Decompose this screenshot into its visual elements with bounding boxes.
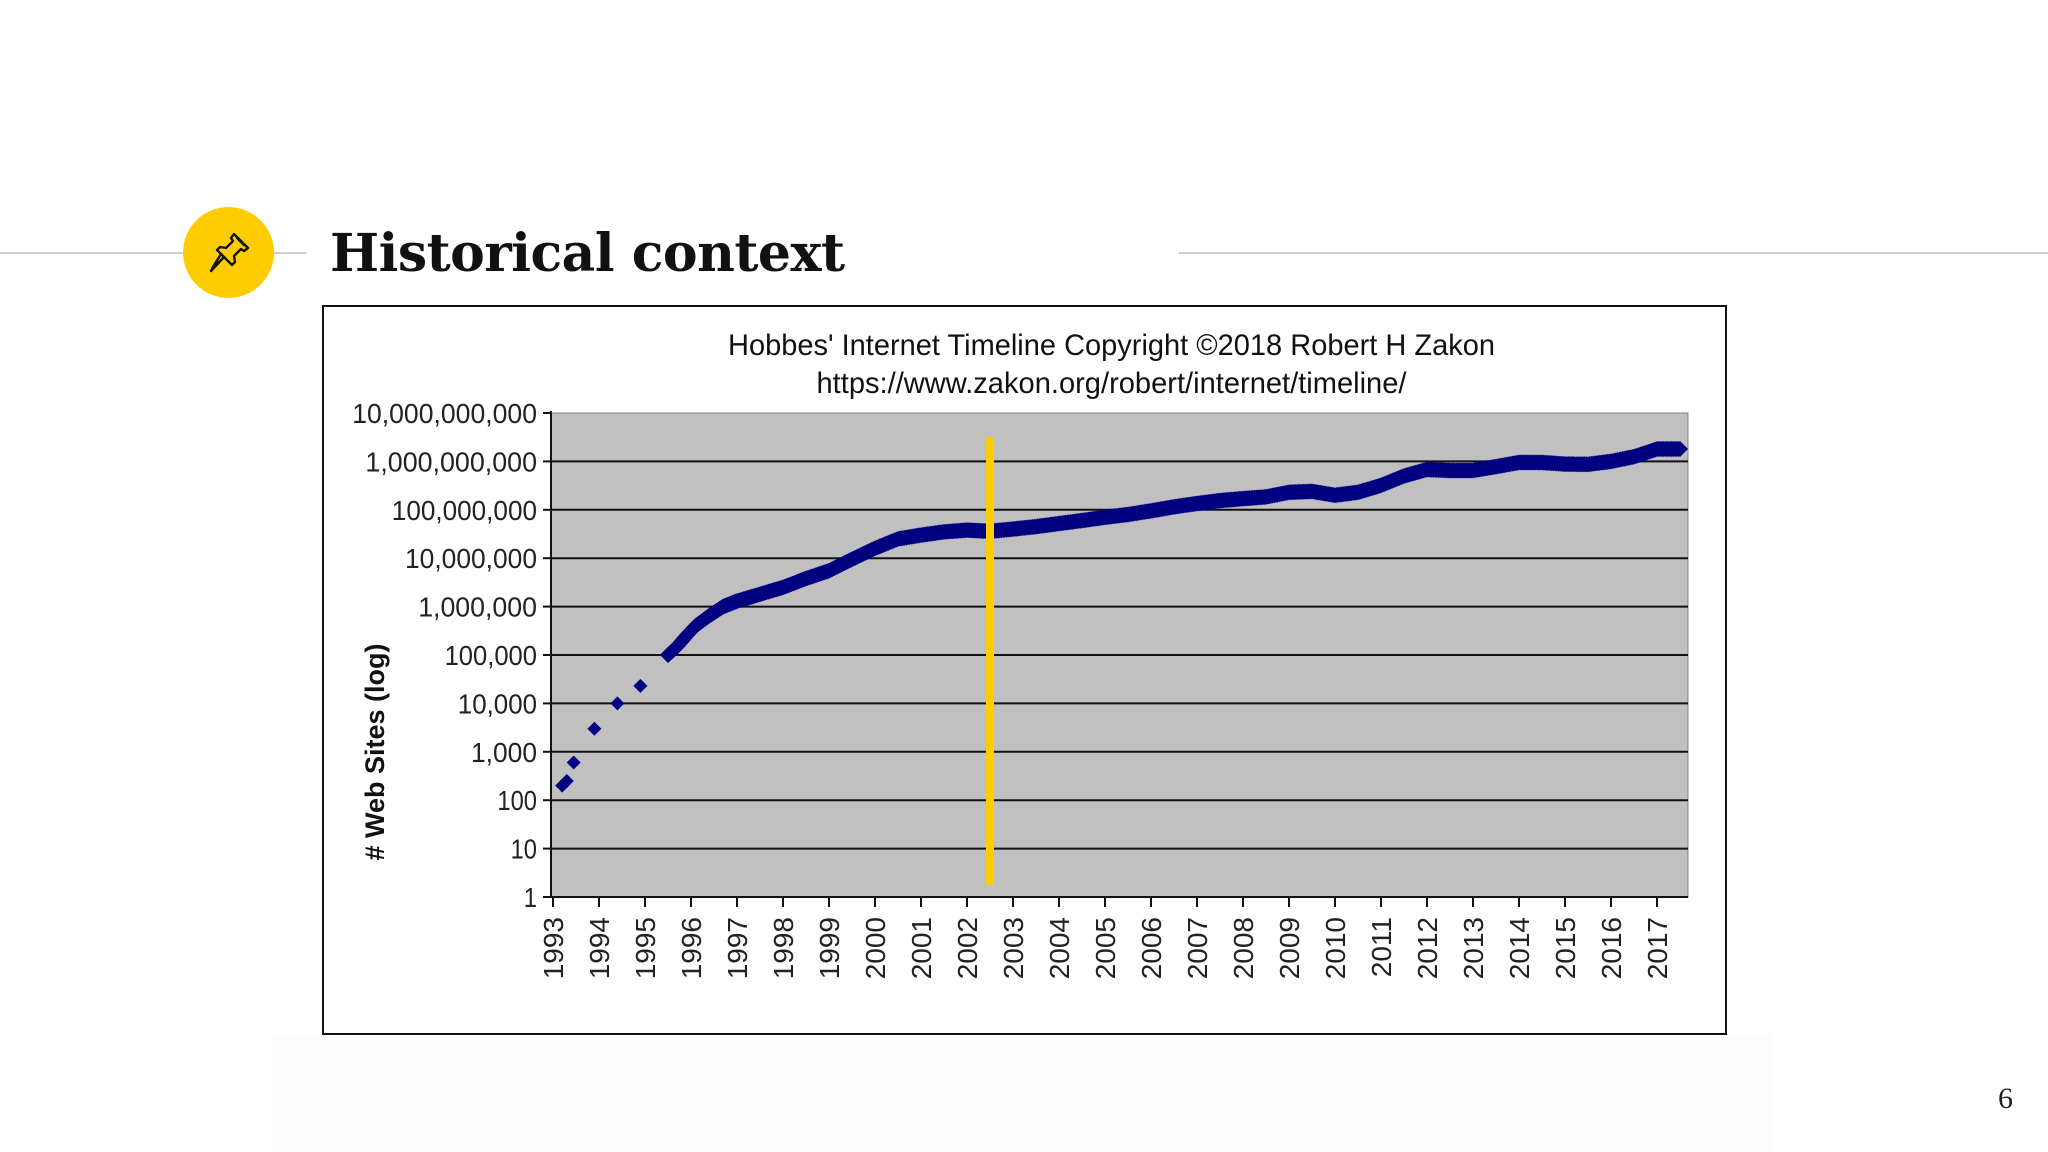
x-tick-label: 2003 — [998, 917, 1029, 979]
y-tick-label: 10 — [511, 834, 537, 865]
web-sites-chart: Hobbes' Internet Timeline Copyright ©201… — [352, 329, 1689, 979]
annotation-vertical-line — [986, 437, 994, 885]
data-point — [555, 778, 570, 793]
y-tick-label: 10,000,000 — [405, 543, 537, 574]
x-tick-label: 2001 — [906, 917, 937, 979]
x-tick-label: 1998 — [768, 917, 799, 979]
data-point — [633, 678, 648, 693]
title-rule-left — [0, 252, 307, 254]
x-tick-label: 1993 — [538, 917, 569, 979]
chart-image: Hobbes' Internet Timeline Copyright ©201… — [322, 305, 1727, 1035]
slide-backdrop — [272, 1034, 1772, 1152]
y-tick-label: 1 — [524, 882, 537, 913]
y-tick-label: 100 — [497, 785, 537, 816]
y-tick-label: 1,000,000,000 — [365, 446, 537, 477]
x-tick-label: 2017 — [1642, 917, 1673, 979]
y-tick-label: 10,000 — [458, 688, 537, 719]
data-point — [1672, 441, 1688, 458]
chart-titles: Hobbes' Internet Timeline Copyright ©201… — [728, 329, 1495, 400]
x-tick-label: 2004 — [1044, 917, 1075, 979]
chart-subtitle: https://www.zakon.org/robert/internet/ti… — [817, 367, 1408, 400]
x-tick-label: 2000 — [860, 917, 891, 979]
y-tick-label: 10,000,000,000 — [352, 398, 537, 429]
y-axis-label: # Web Sites (log) — [360, 643, 390, 860]
x-tick-label: 2015 — [1550, 917, 1581, 979]
x-tick-label: 2007 — [1182, 917, 1213, 979]
x-tick-label: 1997 — [722, 917, 753, 979]
x-tick-label: 2011 — [1366, 917, 1397, 977]
slide-title: Historical context — [330, 223, 845, 284]
pushpin-icon — [209, 232, 249, 272]
data-series — [555, 441, 1688, 793]
x-tick-label: 2005 — [1090, 917, 1121, 979]
y-tick-label: 1,000,000 — [418, 592, 537, 623]
x-tick-label: 1994 — [584, 917, 615, 979]
x-tick-label: 2016 — [1596, 917, 1627, 979]
title-rule-right — [1179, 252, 2048, 254]
x-tick-label: 2013 — [1458, 917, 1489, 979]
y-tick-label: 100,000 — [445, 640, 537, 671]
y-tick-label: 100,000,000 — [392, 495, 537, 526]
pushpin-badge — [183, 207, 274, 298]
x-tick-label: 2002 — [952, 917, 983, 979]
x-tick-label: 2010 — [1320, 917, 1351, 979]
data-point — [587, 721, 602, 736]
x-tick-label: 1999 — [814, 917, 845, 979]
x-tick-label: 2006 — [1136, 917, 1167, 979]
x-tick-label: 2012 — [1412, 917, 1443, 979]
y-tick-label: 1,000 — [471, 737, 537, 768]
x-tick-label: 2014 — [1504, 917, 1535, 979]
x-tick-label: 2008 — [1228, 917, 1259, 979]
chart-title: Hobbes' Internet Timeline Copyright ©201… — [728, 329, 1495, 362]
data-point — [559, 773, 574, 788]
x-tick-label: 2009 — [1274, 917, 1305, 979]
x-tick-label: 1995 — [630, 917, 661, 979]
plot-area: 1 10 100 1,000 10,000 100,000 1,000,000 10,000,… — [352, 398, 1689, 979]
page-number: 6 — [1998, 1082, 2013, 1115]
data-point — [566, 755, 581, 770]
data-point — [610, 696, 625, 711]
x-tick-label: 1996 — [676, 917, 707, 979]
